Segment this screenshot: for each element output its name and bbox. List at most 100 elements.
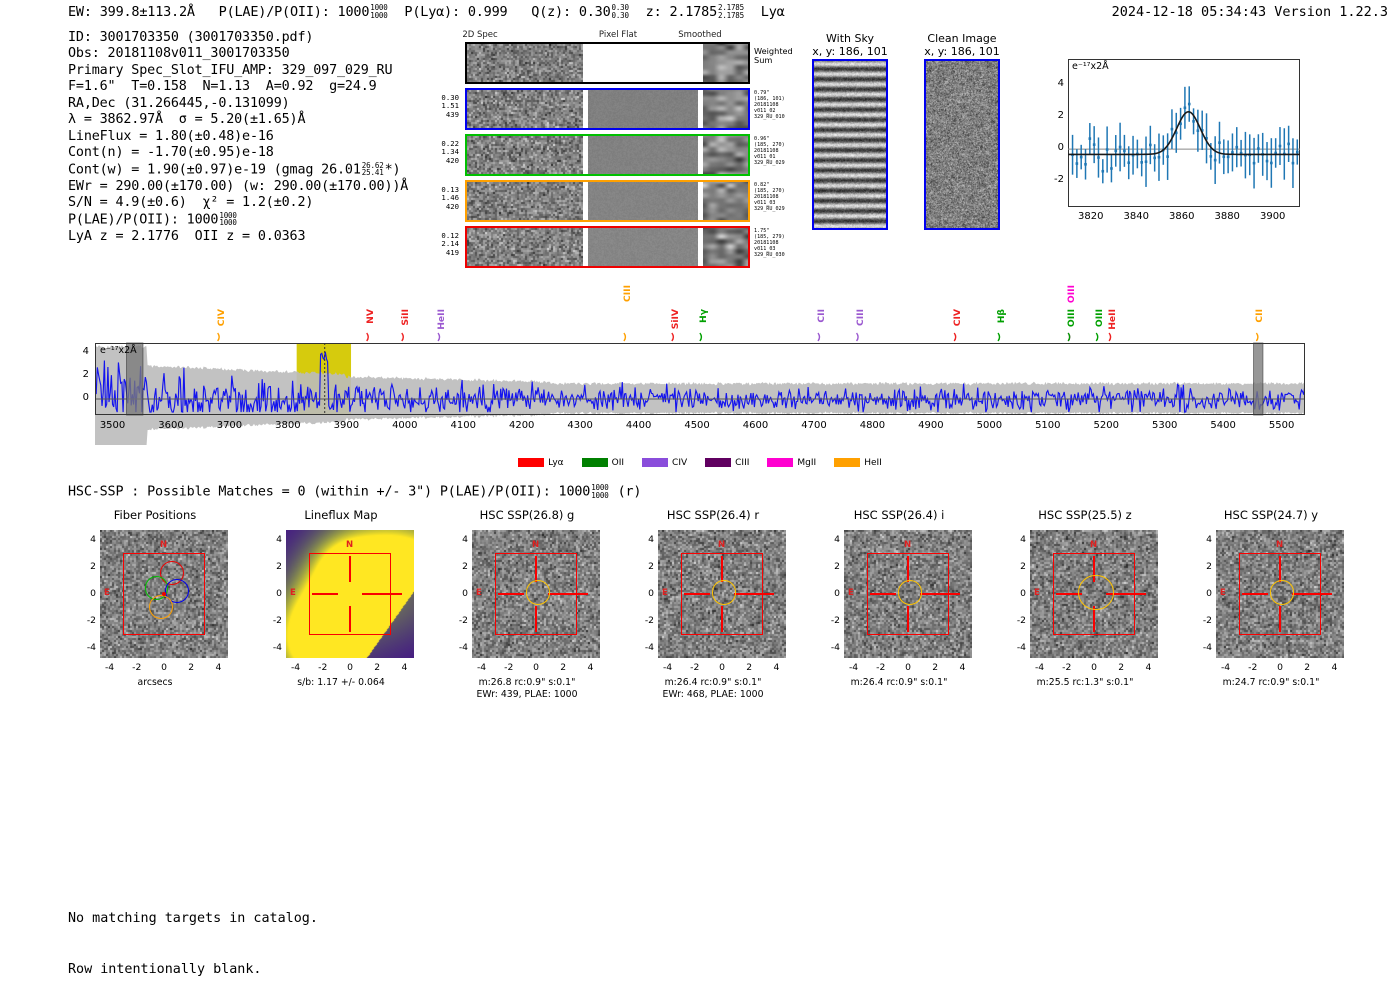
fit-plot-unit-label: e⁻¹⁷x2Å (1072, 61, 1109, 72)
spectrum-xtick: 4000 (392, 420, 418, 431)
cutout-xtick: 4 (959, 662, 966, 673)
cutout-panel: Fiber Positions N E -4 -2 0 2 4 4 2 0 -2 -4 arcsecs (62, 508, 248, 738)
info-redshifts: LyA z = 2.1776 OII z = 0.0363 (68, 228, 306, 244)
cutout-xtick: 0 (347, 662, 353, 673)
north-label: N (1090, 539, 1098, 550)
north-label: N (904, 539, 912, 550)
cutout-xtick: 0 (1091, 662, 1097, 673)
spec2d-pixel-flat-image (588, 226, 698, 268)
spec2d-raw-image (465, 134, 583, 176)
east-label: E (290, 588, 296, 598)
spectrum-xtick: 4900 (918, 420, 944, 431)
legend-swatch (705, 457, 732, 467)
cutout-xtick: -2 (1248, 662, 1258, 673)
cutout-ytick: 2 (462, 560, 468, 572)
info-continuum-narrow: Cont(n) = -1.70(±0.95)e-18 (68, 145, 274, 161)
spec2d-pixel-flat-image (588, 180, 698, 222)
spec2d-row-values: 0.12 2.14 419 (441, 231, 459, 257)
cutout-ytick: 0 (1206, 588, 1212, 599)
cutout-xtick: 0 (1277, 662, 1283, 673)
cutout-xtick: 0 (719, 662, 725, 673)
crosshair-arm (870, 593, 896, 595)
cutout-xtick: -4 (662, 662, 673, 673)
fit-plot-canvas (1068, 86, 1300, 189)
spectrum-xtick: 4300 (567, 420, 593, 431)
spec2d-raw-image (465, 42, 583, 84)
spec2d-row-values: 0.22 1.34 420 (441, 139, 459, 165)
cutout-fov-box (123, 553, 205, 635)
cutout-ytick: 4 (90, 533, 96, 545)
spectrum-ytick: 0 (82, 392, 89, 403)
fit-plot-xtick: 3880 (1214, 211, 1240, 222)
spectrum-line-label: OIII (1066, 309, 1078, 328)
legend-item: CIII (705, 457, 750, 468)
cutout-xtick: 0 (161, 662, 167, 673)
spec2d-smoothed-image (703, 134, 750, 176)
sky-panel-title: With Sky x, y: 186, 101 (790, 32, 910, 58)
fit-plot-xtick: 3860 (1168, 211, 1195, 222)
fit-plot-xtick: 3900 (1259, 211, 1286, 222)
legend-item: Lyα (518, 457, 564, 468)
cutout-ytick: -2 (458, 615, 468, 627)
info-lambda-sigma: λ = 3862.97Å σ = 5.20(±1.65)Å (68, 112, 306, 128)
crosshair-arm (920, 593, 960, 595)
cutout-xtick: 0 (905, 662, 911, 673)
cutout-ytick: 4 (834, 533, 840, 545)
cutout-ytick: 2 (1020, 560, 1026, 572)
cutout-xtick: 0 (533, 662, 539, 673)
legend-label: MgII (797, 457, 817, 468)
emission-line-fit-plot: 3820 3840 3860 3880 3900 -2 0 2 4 e⁻¹⁷x2Å (1042, 53, 1304, 231)
cutout-ytick: -4 (644, 642, 654, 654)
spectrum-unit-label: e⁻¹⁷x2Å (100, 345, 137, 356)
spec2d-row-meta: 0.79" (186, 101) 20181108 v011_02 329_RU… (754, 90, 785, 121)
spectrum-line-label: Hγ (697, 309, 709, 323)
spectrum-xtick: 3900 (333, 420, 360, 431)
cutout-xtick: 2 (374, 662, 381, 673)
spectrum-xtick: 4800 (859, 420, 886, 431)
cutout-ytick: 2 (276, 560, 282, 572)
cutout-xtick: -2 (504, 662, 514, 673)
aperture-circle (897, 580, 923, 605)
cutout-ytick: 4 (1020, 533, 1026, 545)
info-id: ID: 3001703350 (3001703350.pdf) (68, 30, 314, 45)
info-primary-spec: Primary Spec_Slot_IFU_AMP: 329_097_029_R… (68, 62, 393, 78)
spectrum-xtick: 5500 (1268, 420, 1295, 431)
sky-panel-coords: x, y: 186, 101 (924, 45, 1000, 58)
fit-plot-ytick: 0 (1057, 142, 1064, 154)
spectrum-xtick: 5100 (1035, 420, 1061, 431)
crosshair-arm (907, 556, 909, 582)
cutout-title: HSC SSP(24.7) y (1223, 508, 1319, 522)
legend-item: HeII (834, 457, 882, 468)
cutout-ytick: -4 (86, 642, 96, 654)
spec2d-row (465, 226, 750, 268)
spectrum-xtick: 5300 (1151, 420, 1178, 431)
cutout-ytick: -4 (1202, 642, 1212, 654)
fiber-circle (164, 578, 189, 603)
legend-item: CIV (642, 457, 687, 468)
crosshair-arm (362, 593, 402, 595)
cutout-ytick: -2 (86, 615, 96, 627)
sky-panel-title-text: Clean Image (927, 32, 997, 45)
spec2d-smoothed-image (703, 226, 750, 268)
spectrum-xtick: 4500 (684, 420, 710, 431)
crosshair-arm (1279, 606, 1281, 632)
east-label: E (662, 588, 668, 598)
cutout-xtick: 4 (587, 662, 594, 673)
legend-label: CIII (735, 457, 750, 468)
cutout-ytick: -2 (644, 615, 654, 627)
header-z-label: z: 2.1785 (645, 4, 718, 20)
cutout-ytick: 4 (1206, 533, 1212, 545)
timestamp-version: 2024-12-18 05:34:43 Version 1.22.3 (1111, 4, 1388, 20)
spectrum-xtick: 3700 (216, 420, 243, 431)
crosshair-arm (907, 606, 909, 632)
fiber-circle (148, 594, 173, 619)
cutout-xtick: -2 (1062, 662, 1072, 673)
cutout-xtick: -2 (318, 662, 328, 673)
cutout-xtick: 4 (773, 662, 780, 673)
spectrum-line-label: HeII (1107, 309, 1119, 330)
cutout-xtick: -4 (104, 662, 115, 673)
info-obs: Obs: 20181108v011_3001703350 (68, 46, 290, 62)
